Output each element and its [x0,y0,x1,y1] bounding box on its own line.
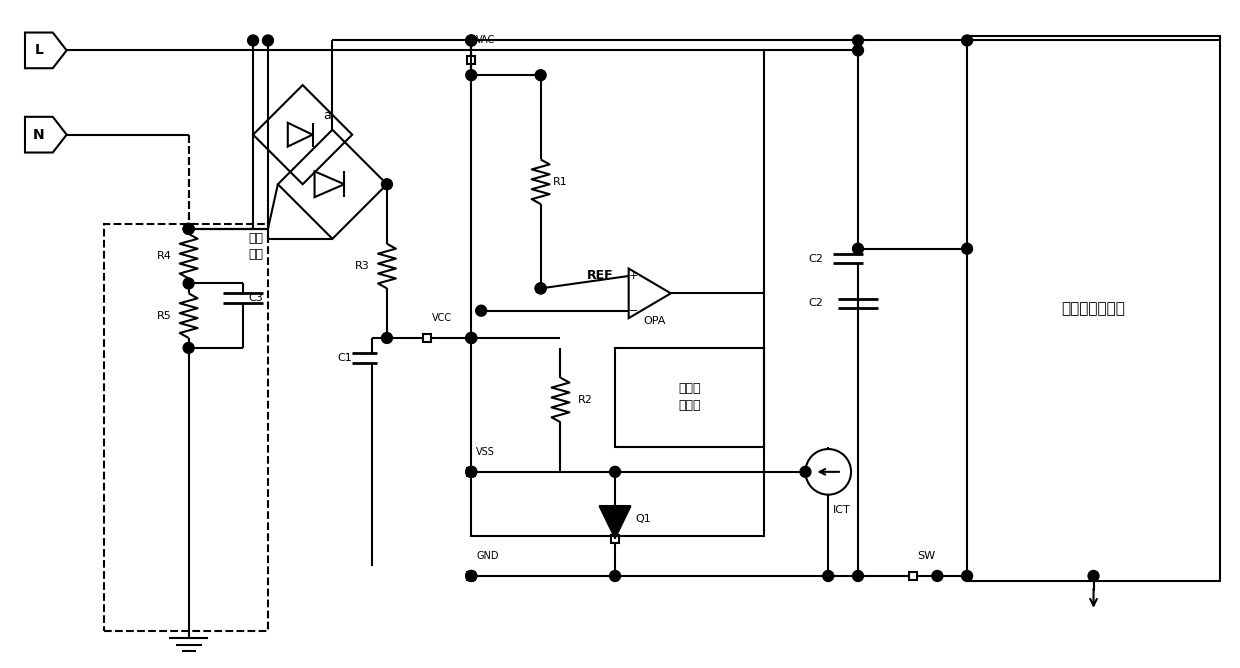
Circle shape [382,179,392,190]
Circle shape [536,283,546,294]
Circle shape [466,466,476,478]
Text: VSS: VSS [476,447,495,457]
Circle shape [932,570,942,581]
Bar [967,35,1220,581]
Circle shape [248,35,258,46]
Bar [104,224,268,631]
Text: OPA: OPA [644,316,666,326]
Circle shape [466,570,476,581]
Circle shape [962,35,972,46]
Text: R1: R1 [553,177,568,187]
Text: R5: R5 [156,311,171,321]
Text: VCC: VCC [432,313,451,323]
Text: L: L [35,43,43,57]
Circle shape [536,283,546,294]
Circle shape [853,45,863,56]
Bar [467,56,475,64]
Text: VAC: VAC [476,35,496,45]
Circle shape [184,223,195,234]
Circle shape [823,570,833,581]
Polygon shape [599,506,631,539]
Circle shape [184,223,195,234]
Text: R3: R3 [355,261,370,271]
Bar [471,50,764,536]
Text: ICT: ICT [833,504,851,514]
Circle shape [853,35,863,46]
Circle shape [184,278,195,289]
Text: GND: GND [476,551,498,561]
Text: 人体
模型: 人体 模型 [248,232,263,261]
Bar [611,535,619,542]
Circle shape [610,466,620,478]
Circle shape [466,69,476,81]
Text: −: − [629,306,639,316]
Circle shape [800,466,811,478]
Text: C2: C2 [808,254,823,264]
Circle shape [466,570,476,581]
Circle shape [610,570,620,581]
Circle shape [1087,570,1099,581]
Circle shape [853,243,863,254]
Text: 逻辑控
制电路: 逻辑控 制电路 [678,383,701,412]
Text: R4: R4 [156,251,171,261]
Text: a: a [324,109,331,122]
Circle shape [962,570,972,581]
Circle shape [853,570,863,581]
Circle shape [466,333,476,343]
Text: REF: REF [588,269,614,283]
Circle shape [263,35,273,46]
Circle shape [536,69,546,81]
Bar [615,348,764,447]
Bar [423,334,430,342]
Text: C1: C1 [337,353,352,363]
Circle shape [466,466,476,478]
Circle shape [466,35,476,46]
Text: SW: SW [918,551,936,561]
Text: Q1: Q1 [635,514,651,524]
Text: C3: C3 [248,293,263,303]
Bar [467,572,475,580]
Text: C2: C2 [808,298,823,308]
Circle shape [466,333,476,343]
Text: N: N [33,128,45,142]
Text: +: + [629,271,639,281]
Text: R2: R2 [578,395,593,405]
Bar [467,468,475,476]
Circle shape [962,243,972,254]
Text: 驱动模组及负载: 驱动模组及负载 [1061,301,1126,316]
Bar [909,572,916,580]
Circle shape [382,333,392,343]
Circle shape [476,305,486,316]
Circle shape [184,343,195,353]
Circle shape [466,35,476,46]
